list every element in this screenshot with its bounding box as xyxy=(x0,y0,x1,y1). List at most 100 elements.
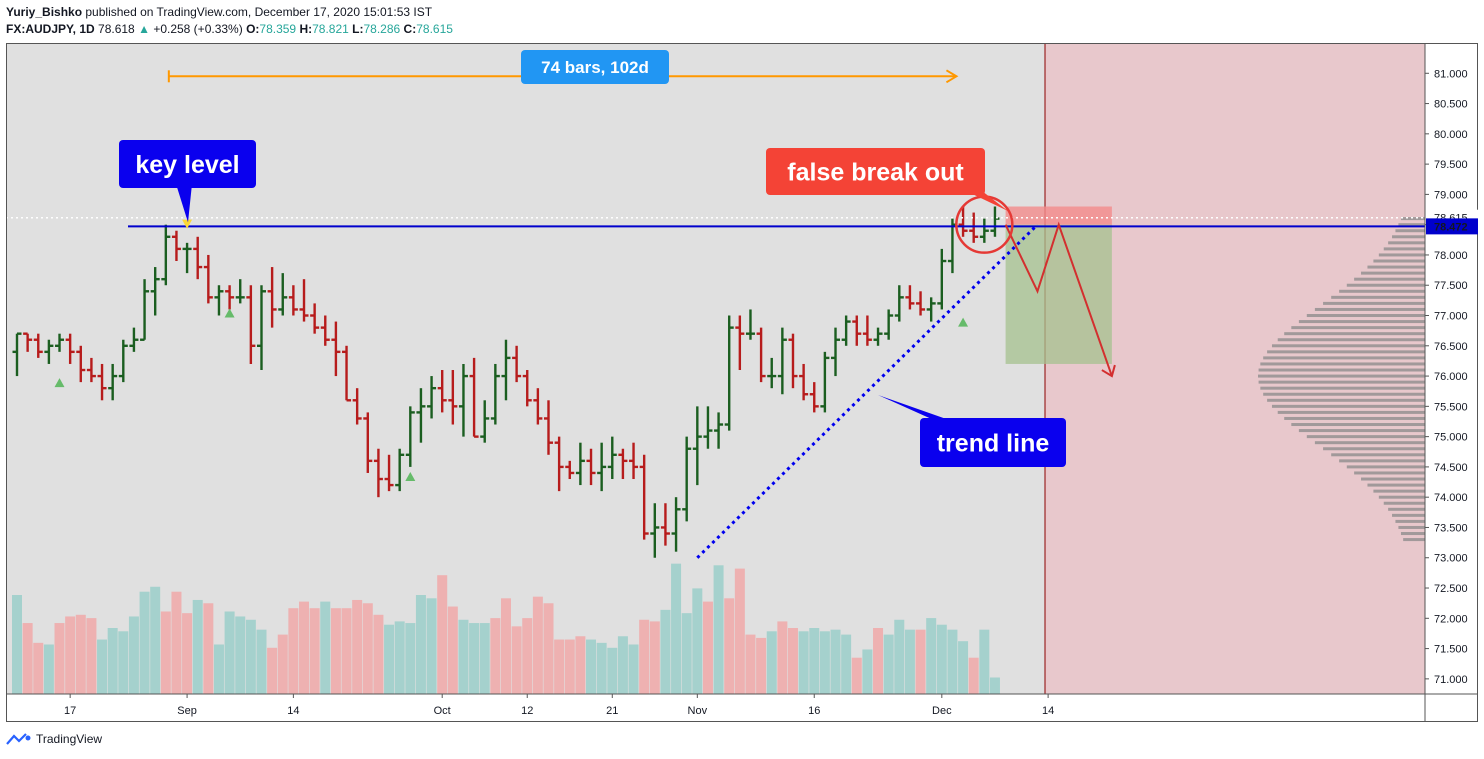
volume-bar xyxy=(564,639,575,694)
volume-bar xyxy=(150,586,161,694)
volume-bar xyxy=(75,614,86,694)
footer-brand[interactable]: TradingView xyxy=(6,732,102,746)
ohlc-bar xyxy=(193,236,203,280)
chart-frame xyxy=(6,43,1478,722)
price-tick-label: 79.000 xyxy=(1434,189,1468,201)
ohlc-bar xyxy=(714,412,724,449)
volume-bar xyxy=(511,626,522,694)
volume-bar xyxy=(107,628,118,694)
price-axis-ticks: 81.00080.50080.00079.50079.00078.50078.0… xyxy=(1425,68,1478,686)
volume-bar xyxy=(479,623,490,694)
volume-profile-row xyxy=(1258,368,1425,372)
volume-profile-row xyxy=(1298,429,1425,433)
volume-bar xyxy=(926,618,937,694)
ohlc-bar xyxy=(363,412,373,473)
high-label: H: xyxy=(299,22,313,36)
key-level-callout-pointer xyxy=(176,184,192,223)
volume-bar xyxy=(299,601,310,694)
forecast-arrowhead xyxy=(1101,364,1116,378)
ohlc-bar xyxy=(862,315,872,346)
volume-bar xyxy=(522,618,533,694)
volume-bar xyxy=(405,623,416,694)
ohlc-bar xyxy=(342,345,352,402)
volume-bar xyxy=(160,611,171,694)
volume-bar xyxy=(224,611,235,694)
ohlc-bar xyxy=(831,327,841,377)
ohlc-bar xyxy=(352,388,362,425)
volume-profile-row xyxy=(1314,307,1425,311)
volume-bar xyxy=(617,636,628,694)
volume-bar xyxy=(256,629,267,694)
volume-bar xyxy=(713,565,724,694)
price-chart[interactable]: 74 bars, 102d key level false break out tre… xyxy=(6,43,1478,722)
ohlc-bar xyxy=(405,406,415,467)
change-up-icon: ▲ xyxy=(138,22,150,36)
volume-profile-row xyxy=(1263,392,1425,396)
ohlc-bar xyxy=(767,357,777,389)
drawings-layer xyxy=(6,69,1425,559)
volume-profile-row xyxy=(1383,501,1425,505)
footer-brand-text: TradingView xyxy=(36,732,103,746)
ohlc-bar xyxy=(480,400,490,443)
low-label: L: xyxy=(352,22,364,36)
ohlc-bar xyxy=(873,327,883,346)
volume-bar xyxy=(182,613,193,694)
volume-profile-row xyxy=(1395,229,1425,233)
symbol-label[interactable]: FX:AUDJPY, 1D xyxy=(6,22,95,36)
chart-container[interactable]: 74 bars, 102d key level false break out tre… xyxy=(6,43,1478,722)
ohlc-bar xyxy=(565,460,575,480)
ohlc-bar xyxy=(86,357,96,383)
volume-profile-row xyxy=(1263,356,1425,360)
ohlc-bar xyxy=(129,327,139,352)
price-axis[interactable] xyxy=(1425,43,1478,722)
last-price: 78.618 xyxy=(98,22,135,36)
ohlc-bar xyxy=(203,254,213,304)
ohlc-bar xyxy=(140,279,150,341)
key-level-tag: 78.472 xyxy=(1434,221,1468,233)
volume-bar xyxy=(607,647,618,694)
volume-layer xyxy=(12,563,1000,694)
ohlc-bar xyxy=(522,370,532,407)
ohlc-bar xyxy=(97,363,107,401)
volume-bar xyxy=(756,637,767,694)
volume-bar xyxy=(490,618,501,694)
volume-bar xyxy=(373,614,384,694)
open-value: 78.359 xyxy=(259,22,297,36)
price-change: +0.258 (+0.33%) xyxy=(153,22,243,36)
volume-bar xyxy=(692,588,703,694)
volume-profile-row xyxy=(1354,471,1425,475)
volume-profile-row xyxy=(1298,320,1425,324)
volume-bar xyxy=(288,608,299,694)
ohlc-bar xyxy=(756,327,766,383)
volume-bar xyxy=(819,631,830,694)
ohlc-bar xyxy=(246,285,256,364)
volume-profile-row xyxy=(1373,489,1425,493)
volume-bar xyxy=(235,616,246,694)
volume-bar xyxy=(947,629,958,694)
ohlc-bar xyxy=(161,224,171,286)
volume-bar xyxy=(628,644,639,694)
trend-line-callout-box xyxy=(920,418,1066,467)
ohlc-bar xyxy=(703,406,713,449)
volume-bar xyxy=(277,634,288,694)
volume-bar xyxy=(54,623,65,694)
symbol-line: FX:AUDJPY, 1D 78.618 ▲ +0.258 (+0.33%) O… xyxy=(6,21,453,38)
ohlc-bar xyxy=(331,321,341,377)
time-tick-label: 14 xyxy=(287,705,299,717)
false-breakout-callout-box xyxy=(766,148,985,195)
ohlc-bar xyxy=(458,363,468,437)
ohlc-bar xyxy=(745,309,755,340)
volume-profile-row xyxy=(1400,532,1425,536)
volume-bar xyxy=(394,621,405,694)
volume-bar xyxy=(203,603,214,694)
volume-profile-row xyxy=(1323,447,1425,451)
volume-profile-row xyxy=(1271,404,1425,408)
volume-profile-row xyxy=(1284,332,1425,336)
volume-profile-row xyxy=(1373,259,1425,263)
volume-profile-row xyxy=(1392,235,1425,239)
author-name[interactable]: Yuriy_Bishko xyxy=(6,5,83,19)
time-axis[interactable] xyxy=(6,694,1425,722)
ohlc-bar xyxy=(575,442,585,486)
volume-profile-row xyxy=(1400,217,1425,221)
ohlc-bar xyxy=(692,406,702,486)
